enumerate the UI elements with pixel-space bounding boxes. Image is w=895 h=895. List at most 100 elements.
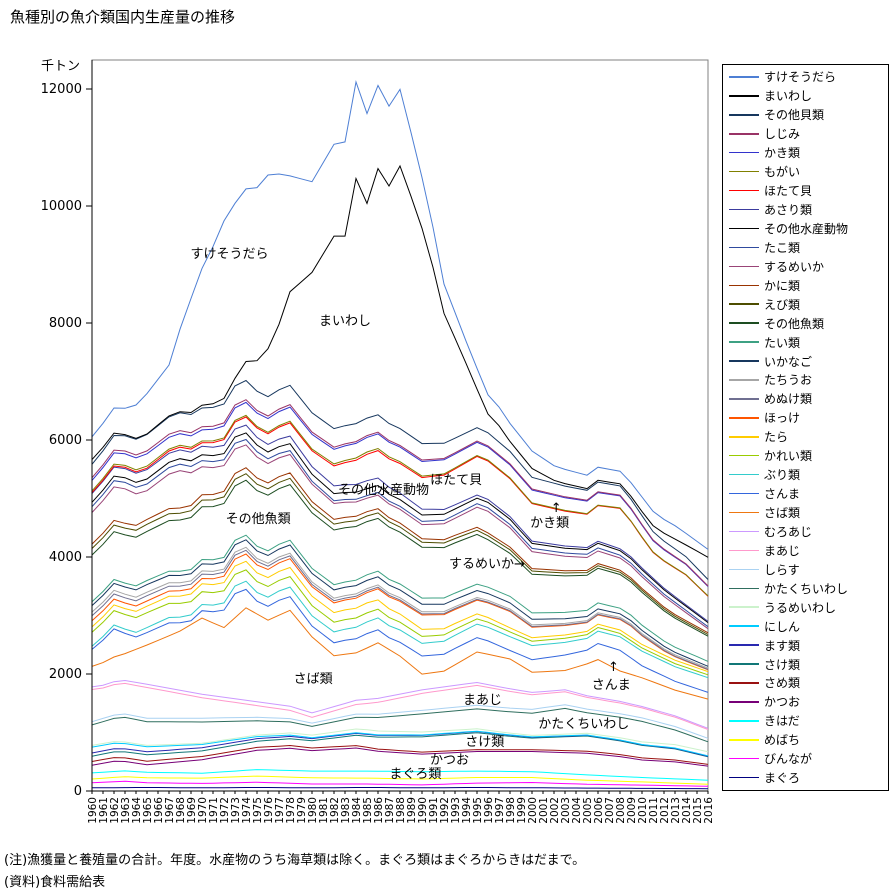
chart-title: 魚種別の魚介類国内生産量の推移 xyxy=(10,8,236,26)
legend-label: たちうお xyxy=(764,373,813,388)
x-tick-label: 1993 xyxy=(450,797,462,824)
x-tick-label: 1999 xyxy=(516,797,528,824)
legend-label: すけそうだら xyxy=(764,70,837,85)
legend-color-swatch xyxy=(729,701,759,703)
legend-color-swatch xyxy=(729,360,759,362)
x-tick-label: 1961 xyxy=(98,797,110,824)
chart-annotation: まいわし xyxy=(319,314,371,329)
legend-item: めばち xyxy=(729,731,888,749)
legend-color-swatch xyxy=(729,587,759,589)
legend-color-swatch xyxy=(729,625,759,627)
legend-color-swatch xyxy=(729,284,759,286)
series-line xyxy=(91,732,709,758)
legend-color-swatch xyxy=(729,208,759,211)
legend-label: えび類 xyxy=(764,297,801,312)
legend-label: たら xyxy=(764,430,789,445)
legend-color-swatch xyxy=(729,436,759,438)
x-tick-label: 1979 xyxy=(296,797,308,824)
legend-item: かたくちいわし xyxy=(729,579,888,597)
chart-annotation: さけ類 xyxy=(465,735,504,750)
legend-color-swatch xyxy=(729,246,759,249)
legend-item: もがい xyxy=(729,163,888,181)
series-line xyxy=(91,546,709,669)
legend-item: その他魚類 xyxy=(729,314,888,332)
x-tick-label: 2013 xyxy=(670,797,682,824)
series-line xyxy=(91,607,709,700)
series-line xyxy=(91,588,709,693)
legend-color-swatch xyxy=(729,95,759,97)
chart-annotation: するめいか→ xyxy=(449,557,525,572)
legend-label: ぶり類 xyxy=(764,468,801,483)
legend-item: たちうお xyxy=(729,371,888,389)
legend-item: するめいか xyxy=(729,257,888,275)
series-line xyxy=(91,728,709,753)
legend-color-swatch xyxy=(729,170,759,173)
chart-annotation: まあじ xyxy=(463,693,502,708)
legend-color-swatch xyxy=(729,663,759,665)
legend-color-swatch xyxy=(729,398,759,400)
x-tick-label: 1984 xyxy=(351,797,363,824)
legend-item: びんなが xyxy=(729,750,888,768)
legend-item: さけ類 xyxy=(729,655,888,673)
legend-item: むろあじ xyxy=(729,522,888,540)
legend-item: たら xyxy=(729,428,888,446)
x-tick-label: 1990 xyxy=(417,797,429,824)
series-line xyxy=(91,569,709,676)
legend-item: ほたて貝 xyxy=(729,182,888,200)
x-tick-label: 2003 xyxy=(560,797,572,824)
series-line xyxy=(91,379,709,580)
legend-label: まぐろ xyxy=(764,771,801,786)
x-tick-label: 1981 xyxy=(318,797,330,824)
x-tick-label: 1987 xyxy=(384,797,396,824)
x-tick-label: 2006 xyxy=(593,797,605,824)
series-line xyxy=(91,432,709,624)
x-tick-label: 2014 xyxy=(681,797,693,824)
x-tick-label: 1977 xyxy=(274,797,286,824)
legend-label: たい類 xyxy=(764,335,801,350)
x-tick-label: 2008 xyxy=(615,797,627,824)
chart-annotation: ↑ xyxy=(608,660,619,675)
legend-item: その他貝類 xyxy=(729,106,888,124)
x-tick-label: 2011 xyxy=(648,797,660,824)
legend-item: あさり類 xyxy=(729,201,888,219)
x-tick-label: 2012 xyxy=(659,797,671,824)
x-tick-label: 1989 xyxy=(406,797,418,824)
legend-item: かき類 xyxy=(729,144,888,162)
series-line xyxy=(91,707,709,743)
legend-label: まいわし xyxy=(764,89,813,104)
x-tick-label: 1982 xyxy=(329,797,341,824)
series-line xyxy=(91,473,709,635)
legend-label: うるめいわし xyxy=(764,600,837,615)
legend-item: さんま xyxy=(729,485,888,503)
legend-color-swatch xyxy=(729,568,759,571)
legend-label: さめ類 xyxy=(764,676,801,691)
y-tick-label: 8000 xyxy=(49,316,82,331)
chart-annotation: すけそうだら xyxy=(190,247,268,262)
legend-color-swatch xyxy=(729,720,759,722)
y-tick-label: 4000 xyxy=(49,550,82,565)
legend-color-swatch xyxy=(729,151,759,154)
series-line xyxy=(91,769,709,781)
series-line xyxy=(91,80,709,550)
chart-annotation: かつお xyxy=(430,753,469,768)
chart-annotation: まぐろ類 xyxy=(389,767,441,782)
legend-item: ほっけ xyxy=(729,409,888,427)
series-line xyxy=(91,679,709,729)
x-tick-label: 1991 xyxy=(428,797,440,824)
y-tick-label: 10000 xyxy=(41,199,82,214)
legend-color-swatch xyxy=(729,379,759,381)
series-line xyxy=(91,747,709,767)
legend-color-swatch xyxy=(729,189,759,192)
legend-label: その他水産動物 xyxy=(764,221,849,236)
series-line xyxy=(91,164,709,558)
legend-item: かつお xyxy=(729,693,888,711)
series-line xyxy=(91,682,709,730)
legend-label: にしん xyxy=(764,619,801,634)
legend-color-swatch xyxy=(729,454,759,457)
x-tick-label: 2002 xyxy=(549,797,561,824)
x-tick-label: 1970 xyxy=(197,797,209,824)
x-tick-label: 1968 xyxy=(175,797,187,824)
legend-item: かれい類 xyxy=(729,447,888,465)
legend-item: すけそうだら xyxy=(729,68,888,86)
